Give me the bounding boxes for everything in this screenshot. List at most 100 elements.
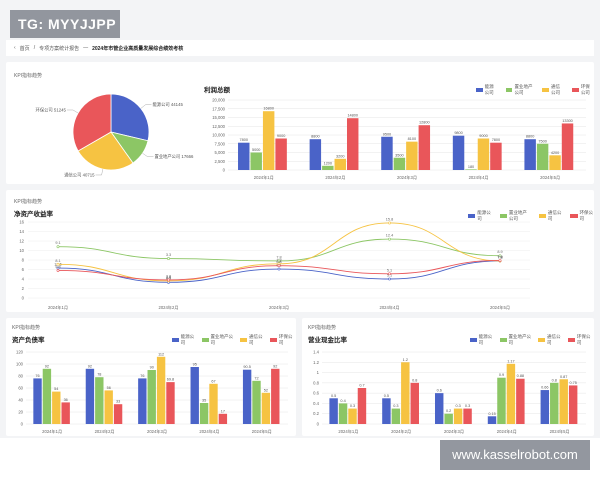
- bar[interactable]: [85, 368, 95, 424]
- legend-item[interactable]: 置业地产公司: [499, 334, 534, 346]
- bar[interactable]: [334, 158, 346, 170]
- bar[interactable]: [147, 370, 156, 424]
- bar[interactable]: [242, 369, 252, 424]
- legend-item[interactable]: 通信公司: [240, 334, 266, 346]
- bar[interactable]: [406, 141, 418, 170]
- bar[interactable]: [463, 408, 472, 424]
- bar[interactable]: [410, 382, 419, 424]
- breadcrumb-item-home[interactable]: 首页: [19, 45, 30, 52]
- bar[interactable]: [52, 391, 61, 424]
- bar[interactable]: [487, 416, 497, 424]
- back-icon[interactable]: ‹: [14, 45, 16, 51]
- legend-item[interactable]: 环保公司: [568, 334, 594, 346]
- pie-slice[interactable]: [77, 131, 134, 171]
- bar[interactable]: [104, 390, 113, 424]
- legend-item[interactable]: 能源公司: [468, 210, 492, 222]
- legend-item[interactable]: 置业地产公司: [505, 84, 535, 96]
- legend-item[interactable]: 环保公司: [270, 334, 296, 346]
- line-point[interactable]: [56, 262, 60, 266]
- line-point[interactable]: [388, 237, 391, 241]
- line-point[interactable]: [498, 254, 502, 258]
- legend-item[interactable]: 环保公司: [572, 84, 594, 96]
- bar[interactable]: [465, 169, 477, 170]
- legend-label: 环保公司: [278, 334, 293, 345]
- line-point[interactable]: [277, 259, 281, 263]
- bar[interactable]: [261, 392, 271, 424]
- line-point[interactable]: [56, 269, 60, 272]
- bar[interactable]: [262, 111, 275, 170]
- line-point[interactable]: [388, 272, 391, 276]
- bar[interactable]: [524, 139, 536, 170]
- bar[interactable]: [434, 393, 444, 424]
- bar[interactable]: [391, 408, 401, 424]
- breadcrumb-item-report[interactable]: 专项方案统计报告: [39, 45, 80, 52]
- bar[interactable]: [550, 382, 559, 424]
- bar[interactable]: [453, 408, 463, 424]
- legend-item[interactable]: 能源公司: [172, 334, 198, 346]
- bar[interactable]: [536, 143, 549, 170]
- bar[interactable]: [95, 377, 104, 424]
- bar[interactable]: [271, 368, 280, 424]
- legend-item[interactable]: 通信公司: [542, 84, 564, 96]
- legend-item[interactable]: 能源公司: [476, 84, 498, 96]
- legend-label: 环保公司: [579, 210, 594, 221]
- bar[interactable]: [516, 378, 525, 424]
- bar[interactable]: [61, 402, 70, 424]
- bar[interactable]: [33, 378, 42, 424]
- bar[interactable]: [549, 155, 561, 170]
- bar[interactable]: [138, 378, 147, 424]
- pie-slice[interactable]: [110, 93, 150, 142]
- bar[interactable]: [506, 363, 516, 424]
- legend-item[interactable]: 能源公司: [470, 334, 496, 346]
- bar[interactable]: [329, 398, 338, 424]
- line-point[interactable]: [277, 267, 281, 271]
- bar[interactable]: [559, 379, 568, 424]
- line-point[interactable]: [277, 264, 281, 268]
- bar-value-label: 4200: [551, 151, 559, 155]
- legend-item[interactable]: 通信公司: [538, 334, 564, 346]
- bar[interactable]: [490, 142, 502, 170]
- bar[interactable]: [252, 380, 261, 424]
- bar[interactable]: [209, 383, 218, 424]
- legend-item[interactable]: 置业地产公司: [201, 334, 236, 346]
- bar[interactable]: [113, 404, 123, 424]
- legend-item[interactable]: 环保公司: [570, 210, 594, 222]
- bar[interactable]: [238, 142, 250, 170]
- bar-value-label: 8800: [311, 135, 319, 139]
- bar[interactable]: [477, 138, 490, 171]
- bar[interactable]: [156, 356, 166, 424]
- bar[interactable]: [348, 408, 357, 424]
- bar[interactable]: [42, 368, 52, 424]
- bar[interactable]: [382, 398, 391, 424]
- bar[interactable]: [452, 135, 465, 170]
- bar[interactable]: [322, 165, 334, 170]
- legend-item[interactable]: 置业地产公司: [499, 210, 531, 222]
- bar[interactable]: [568, 385, 578, 424]
- bar[interactable]: [275, 138, 287, 171]
- bar[interactable]: [338, 403, 348, 424]
- bar[interactable]: [250, 152, 262, 171]
- bar[interactable]: [218, 413, 228, 424]
- bar[interactable]: [401, 362, 410, 424]
- line-point[interactable]: [388, 221, 391, 225]
- bar[interactable]: [381, 136, 393, 170]
- line-point[interactable]: [167, 278, 170, 282]
- bar[interactable]: [418, 125, 431, 170]
- line-point[interactable]: [498, 259, 502, 262]
- bar[interactable]: [393, 157, 406, 170]
- line-point[interactable]: [388, 277, 391, 281]
- legend-item[interactable]: 通信公司: [538, 210, 563, 222]
- bar[interactable]: [540, 390, 550, 424]
- bar[interactable]: [309, 139, 322, 170]
- bar-value-label: 16800: [263, 107, 274, 111]
- bar[interactable]: [166, 382, 175, 424]
- bar[interactable]: [190, 367, 199, 424]
- line-point[interactable]: [167, 257, 170, 260]
- bar[interactable]: [357, 388, 367, 424]
- line-point[interactable]: [56, 245, 60, 249]
- bar[interactable]: [444, 413, 453, 424]
- bar[interactable]: [497, 377, 506, 424]
- bar[interactable]: [561, 123, 574, 170]
- bar[interactable]: [346, 118, 359, 170]
- bar[interactable]: [199, 403, 209, 424]
